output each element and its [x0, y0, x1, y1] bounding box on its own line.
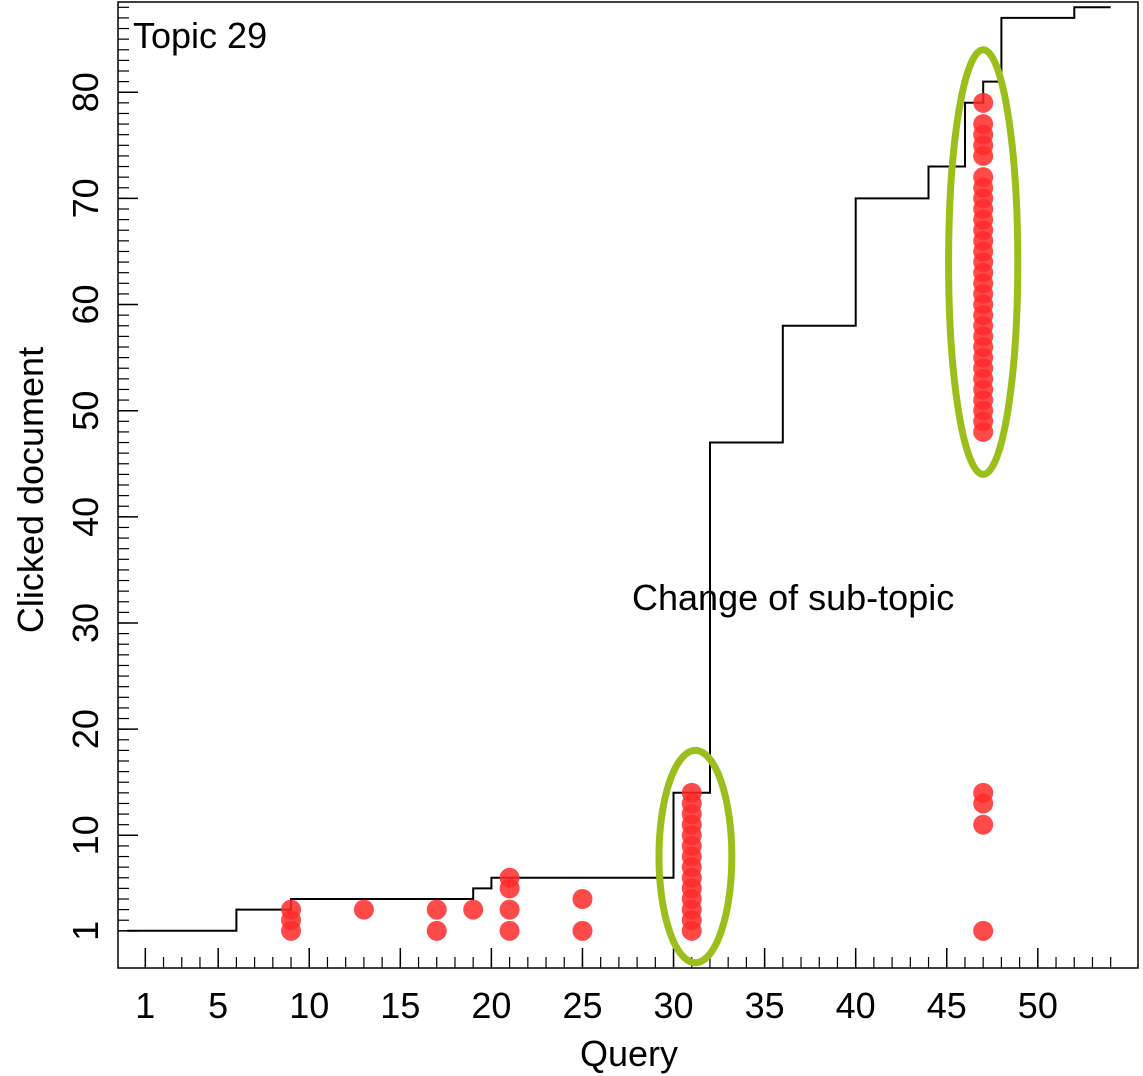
highlights	[655, 46, 1022, 967]
x-tick-label: 20	[471, 985, 511, 1026]
data-point	[572, 889, 593, 909]
annotation-text: Change of sub-topic	[632, 577, 954, 618]
panel-label: Topic 29	[133, 15, 267, 56]
y-tick-label: 40	[65, 497, 106, 537]
y-tick-label: 10	[65, 815, 106, 855]
x-tick-label: 15	[380, 985, 420, 1026]
data-point	[463, 899, 484, 920]
points	[281, 92, 994, 941]
x-tick-label: 50	[1018, 985, 1058, 1026]
data-point	[973, 814, 994, 835]
y-tick-label: 1	[65, 921, 106, 941]
step-line	[127, 6, 1111, 932]
data-point	[973, 782, 994, 803]
data-point	[426, 899, 447, 920]
y-tick-label: 60	[65, 285, 106, 325]
data-point	[281, 899, 302, 920]
data-point	[973, 92, 994, 113]
data-point	[426, 920, 447, 941]
data-point	[353, 899, 374, 920]
y-tick-label: 70	[65, 178, 106, 218]
x-tick-label: 30	[654, 985, 694, 1026]
y-tick-label: 30	[65, 603, 106, 643]
x-tick-label: 10	[289, 985, 329, 1026]
data-point	[499, 920, 520, 941]
y-tick-label: 20	[65, 709, 106, 749]
data-point	[499, 899, 520, 920]
data-point	[572, 920, 593, 941]
minor-ticks	[118, 6, 1112, 968]
highlight-ellipse	[655, 746, 736, 967]
x-tick-label: 35	[745, 985, 785, 1026]
x-tick-label: 1	[135, 985, 155, 1026]
y-tick-label: 50	[65, 391, 106, 431]
data-point	[973, 920, 994, 941]
data-point	[973, 167, 994, 188]
major-ticks	[118, 91, 1039, 968]
data-point	[681, 782, 702, 803]
x-tick-label: 5	[208, 985, 228, 1026]
x-tick-label: 40	[836, 985, 876, 1026]
y-tick-label: 80	[65, 72, 106, 112]
x-tick-labels: 1 5 10 15 20 25 30 35 40 45 50	[135, 985, 1058, 1026]
data-point	[973, 114, 994, 135]
y-tick-labels: 1 10 20 30 40 50 60 70 80	[65, 72, 106, 941]
x-tick-label: 45	[927, 985, 967, 1026]
x-axis-title: Query	[580, 1033, 678, 1074]
y-axis-title: Clicked document	[10, 347, 51, 633]
highlight-ellipse	[945, 46, 1022, 478]
x-tick-label: 25	[562, 985, 602, 1026]
data-point	[499, 867, 520, 888]
